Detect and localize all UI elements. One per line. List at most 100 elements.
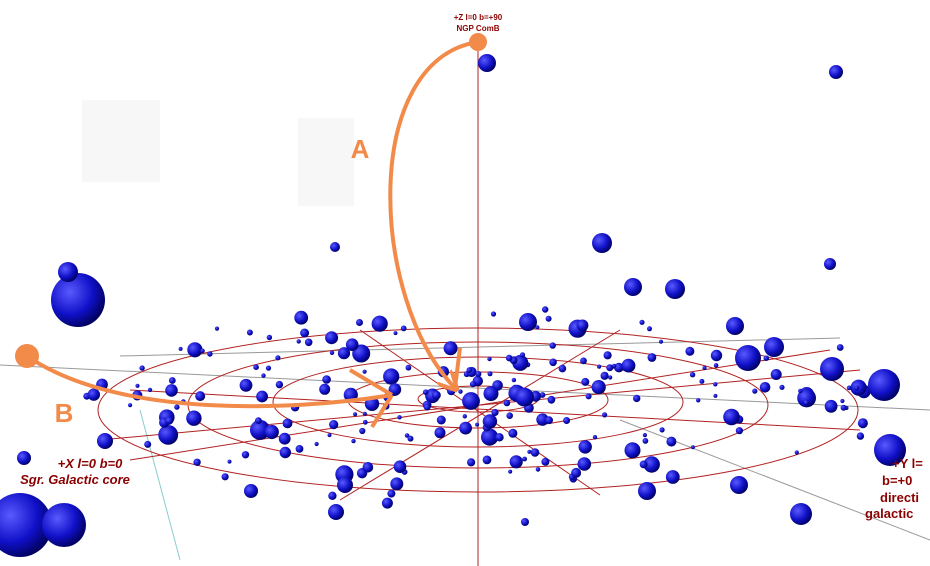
star — [325, 331, 339, 345]
star — [462, 414, 467, 419]
star — [244, 484, 258, 498]
star — [491, 408, 499, 417]
star — [295, 445, 304, 453]
star — [836, 344, 844, 351]
star — [621, 358, 636, 373]
star — [797, 388, 816, 408]
star — [508, 428, 518, 438]
star — [726, 317, 744, 335]
star — [840, 398, 845, 404]
y-label: +Y l= — [892, 456, 923, 471]
star — [265, 365, 272, 371]
star — [264, 424, 279, 440]
star — [319, 383, 331, 395]
star — [592, 233, 612, 253]
star — [221, 473, 229, 481]
star — [545, 315, 552, 322]
star — [275, 380, 284, 389]
star — [168, 377, 176, 384]
star — [466, 367, 473, 373]
star — [794, 450, 799, 455]
star — [58, 262, 78, 282]
star — [487, 371, 493, 377]
arrow-b-head — [348, 368, 394, 397]
star — [144, 440, 152, 448]
star — [659, 427, 665, 433]
star — [405, 364, 412, 371]
star — [577, 457, 592, 471]
star — [647, 353, 657, 362]
star — [490, 311, 497, 317]
star — [87, 388, 101, 401]
star — [256, 390, 268, 403]
star — [279, 446, 291, 459]
star — [294, 310, 309, 325]
star — [362, 462, 374, 473]
star — [506, 412, 513, 420]
star — [0, 493, 52, 557]
arrow-a — [388, 40, 479, 388]
star — [581, 377, 590, 386]
star — [591, 380, 606, 395]
z-label: +Z l=0 b=+90 — [454, 13, 503, 22]
star — [362, 369, 367, 374]
star — [328, 491, 337, 500]
star — [329, 420, 339, 430]
star — [511, 377, 517, 383]
star — [503, 399, 511, 407]
star — [790, 503, 812, 525]
star — [542, 306, 549, 313]
star — [539, 392, 546, 398]
star — [759, 382, 771, 393]
star — [690, 445, 695, 450]
star — [824, 399, 838, 413]
star — [296, 339, 301, 344]
y-line: directi — [880, 490, 919, 505]
star — [328, 504, 344, 520]
star — [207, 351, 213, 357]
radial — [129, 349, 831, 461]
star — [253, 364, 259, 371]
star — [639, 319, 645, 325]
star — [483, 386, 499, 402]
star — [422, 389, 429, 396]
x-name: Sgr. Galactic core — [20, 472, 130, 487]
star — [505, 354, 513, 362]
star — [874, 434, 906, 466]
star — [327, 433, 332, 438]
star — [241, 451, 250, 459]
star — [462, 392, 480, 410]
star — [602, 412, 608, 418]
star — [608, 375, 613, 380]
star — [515, 387, 534, 407]
star — [356, 319, 363, 326]
star — [278, 432, 291, 445]
star — [322, 375, 331, 384]
star — [300, 328, 310, 338]
star — [558, 364, 567, 373]
arrow-b — [25, 354, 393, 409]
star — [478, 54, 496, 72]
star — [713, 382, 718, 387]
star — [337, 477, 353, 493]
star — [227, 459, 232, 464]
star — [763, 355, 770, 362]
star — [383, 368, 400, 385]
star — [752, 388, 758, 394]
radial — [359, 329, 601, 496]
star — [666, 436, 677, 447]
star — [345, 338, 359, 352]
star — [547, 395, 556, 404]
star — [165, 416, 174, 425]
star — [854, 385, 860, 391]
star — [642, 438, 649, 444]
star — [846, 385, 852, 391]
star — [840, 404, 847, 411]
star — [174, 404, 180, 410]
star — [519, 352, 526, 358]
star — [393, 460, 407, 474]
star — [639, 460, 648, 469]
star — [535, 325, 540, 330]
star — [563, 417, 571, 424]
